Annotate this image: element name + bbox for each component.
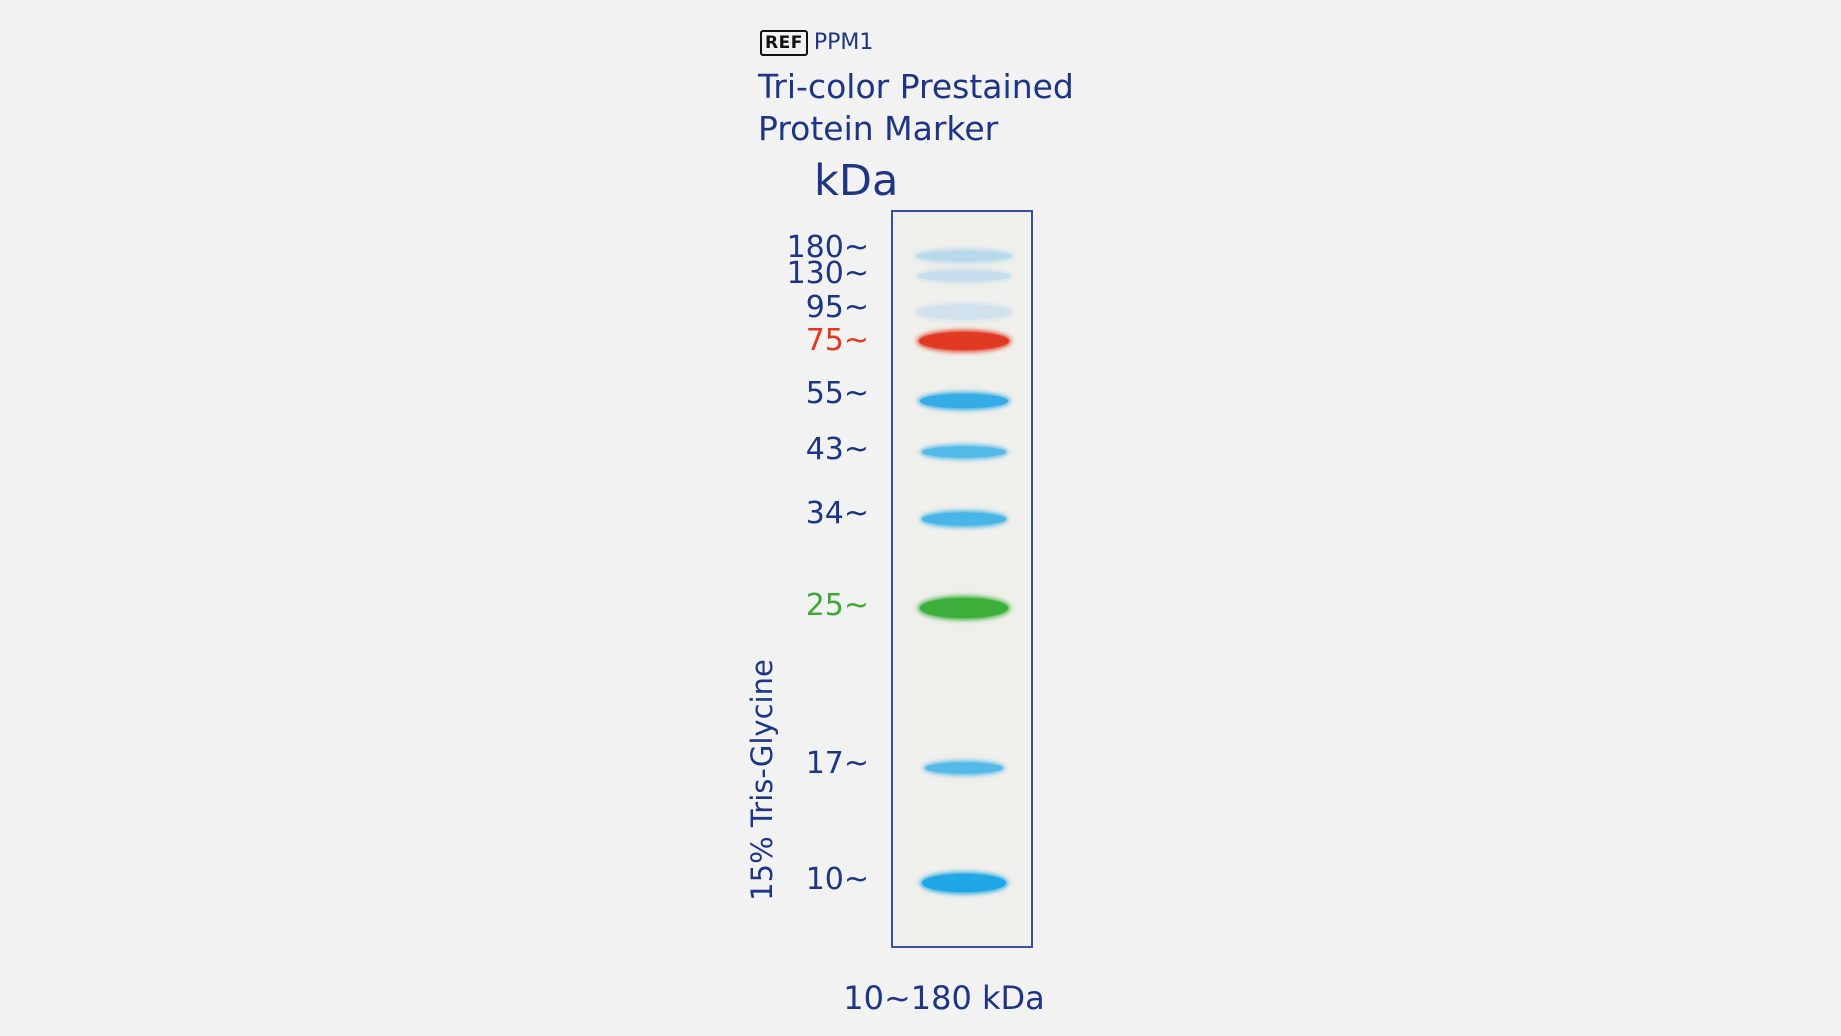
- band-label-180: 180~: [786, 230, 869, 265]
- band-95kda: [917, 305, 1011, 319]
- band-55kda: [920, 394, 1008, 408]
- band-label-55: 55~: [805, 376, 869, 411]
- ref-code: PPM1: [813, 30, 874, 55]
- band-10kda: [922, 874, 1006, 892]
- product-title: Tri-color Prestained Protein Marker: [758, 66, 1074, 150]
- band-label-95: 95~: [805, 290, 869, 325]
- band-75kda: [919, 332, 1009, 350]
- band-label-25: 25~: [805, 588, 869, 623]
- band-label-10: 10~: [805, 862, 869, 897]
- band-34kda: [922, 512, 1006, 526]
- product-title-line2: Protein Marker: [758, 109, 999, 148]
- product-title-line1: Tri-color Prestained: [758, 67, 1074, 106]
- band-180kda: [916, 251, 1012, 261]
- gel-lane: [891, 210, 1033, 948]
- band-label-43: 43~: [805, 432, 869, 467]
- band-130kda: [917, 271, 1011, 281]
- unit-label: kDa: [814, 156, 899, 206]
- band-label-17: 17~: [805, 746, 869, 781]
- band-label-34: 34~: [805, 496, 869, 531]
- band-43kda: [922, 446, 1006, 458]
- gel-type-label: 15% Tris-Glycine: [745, 659, 779, 901]
- ref-symbol: REF: [760, 30, 808, 56]
- band-17kda: [925, 762, 1003, 774]
- range-label: 10~180 kDa: [843, 979, 1045, 1017]
- band-25kda: [920, 598, 1008, 618]
- band-label-130: 130~: [786, 256, 869, 291]
- band-label-75: 75~: [805, 323, 869, 358]
- ref-row: REF PPM1: [760, 28, 873, 58]
